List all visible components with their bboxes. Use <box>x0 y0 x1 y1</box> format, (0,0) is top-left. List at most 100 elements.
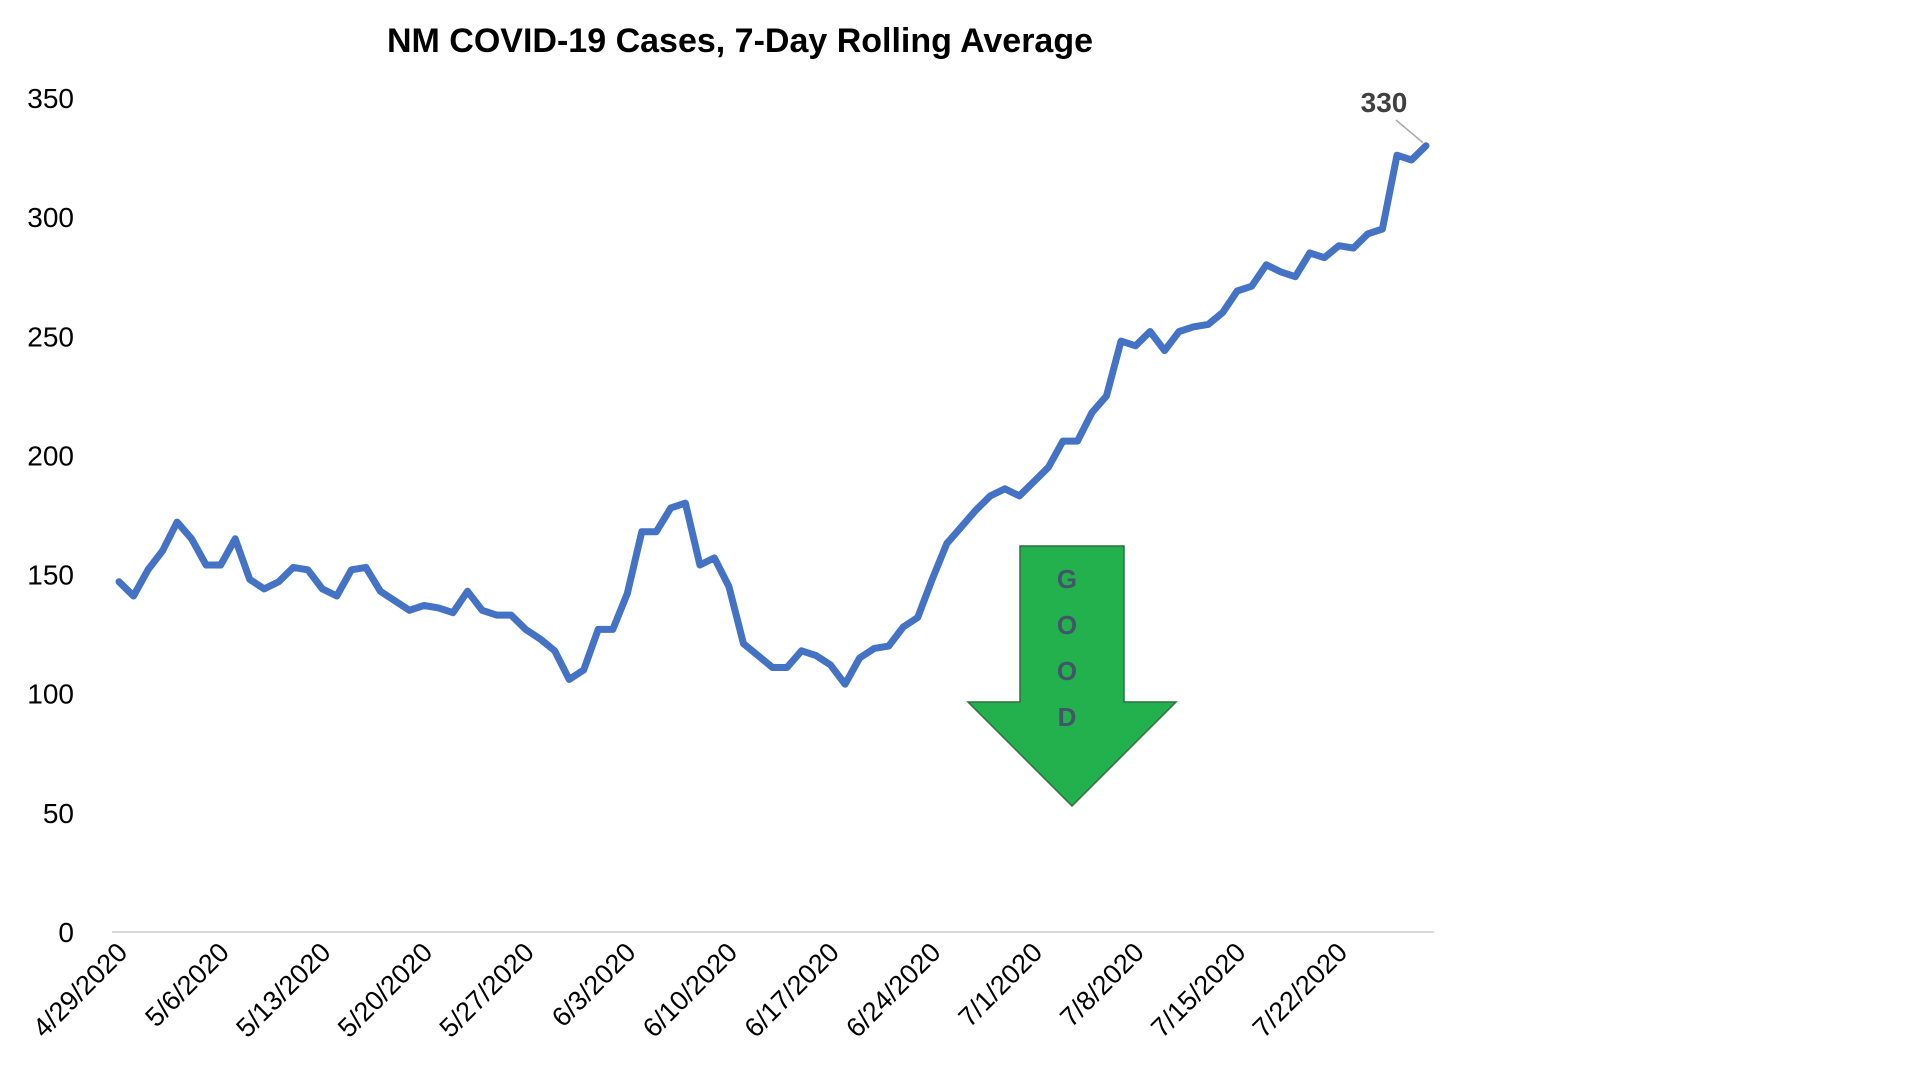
data-point <box>698 563 702 567</box>
x-tick-label: 6/17/2020 <box>739 937 845 1043</box>
data-point <box>233 537 237 541</box>
data-point <box>1163 349 1167 353</box>
data-point <box>1032 480 1036 484</box>
data-point <box>393 599 397 603</box>
data-point <box>1076 439 1079 443</box>
data-point <box>146 568 150 572</box>
data-point <box>175 520 179 524</box>
arrow-letter: G <box>1057 564 1077 594</box>
x-tick-label: 7/15/2020 <box>1145 937 1251 1043</box>
data-point <box>1119 339 1123 343</box>
data-point <box>901 625 905 629</box>
x-tick-label: 6/10/2020 <box>637 937 743 1043</box>
data-point <box>407 608 411 612</box>
callout-leader-line <box>1395 119 1424 144</box>
data-point <box>1380 227 1384 231</box>
data-point <box>219 563 223 567</box>
data-point <box>930 577 934 581</box>
data-point <box>1337 244 1341 248</box>
data-point <box>277 580 281 584</box>
y-tick-label: 250 <box>27 321 74 352</box>
data-point <box>654 530 658 534</box>
data-point <box>1046 465 1050 469</box>
data-point <box>1017 494 1021 498</box>
x-tick-label: 5/13/2020 <box>230 937 336 1043</box>
down-arrow-icon <box>966 545 1178 808</box>
data-point <box>1424 144 1428 148</box>
data-point <box>451 611 455 615</box>
data-point <box>1061 439 1065 443</box>
data-point <box>1003 487 1007 491</box>
data-point <box>974 508 978 512</box>
y-tick-label: 350 <box>27 83 74 114</box>
x-tick-label: 7/22/2020 <box>1247 937 1353 1043</box>
data-point <box>988 494 992 498</box>
y-tick-label: 0 <box>58 917 74 948</box>
data-point <box>800 649 803 653</box>
data-point <box>1206 322 1210 326</box>
data-point <box>611 627 615 631</box>
arrow-letter: O <box>1057 610 1077 640</box>
y-tick-label: 100 <box>27 679 74 710</box>
data-point <box>538 637 542 641</box>
data-point <box>480 608 484 612</box>
x-tick-label: 6/24/2020 <box>840 937 946 1043</box>
data-point <box>509 613 513 617</box>
data-point <box>190 537 194 541</box>
data-point <box>1293 275 1297 279</box>
data-point <box>1410 158 1413 162</box>
data-point <box>712 556 716 560</box>
data-point <box>887 644 891 648</box>
data-point <box>843 682 847 686</box>
data-label-last: 330 <box>1361 87 1408 118</box>
data-point <box>117 580 121 584</box>
data-point <box>437 606 440 610</box>
data-point <box>291 565 295 569</box>
x-tick-label: 5/20/2020 <box>332 937 438 1043</box>
data-point <box>335 594 339 598</box>
x-tick-label: 4/29/2020 <box>27 937 133 1043</box>
data-point <box>262 587 266 591</box>
data-point <box>683 501 687 505</box>
data-point <box>1264 263 1268 267</box>
chart-title: NM COVID-19 Cases, 7-Day Rolling Average <box>387 22 1093 60</box>
data-point <box>1308 251 1312 255</box>
data-point <box>1221 311 1225 314</box>
data-point <box>1395 153 1399 157</box>
data-point <box>742 642 745 646</box>
data-point <box>1279 270 1283 274</box>
data-point <box>1235 289 1239 293</box>
data-point <box>596 627 600 631</box>
data-point <box>872 646 876 650</box>
data-point <box>1105 394 1108 398</box>
data-point <box>320 587 324 591</box>
data-point <box>858 656 862 660</box>
data-point <box>916 616 920 619</box>
data-point <box>1177 330 1181 333</box>
x-tick-label: 6/3/2020 <box>546 937 642 1033</box>
data-point <box>495 613 499 617</box>
data-point <box>945 542 949 546</box>
data-point <box>1148 330 1152 333</box>
data-point <box>1322 256 1326 260</box>
y-tick-label: 300 <box>27 202 74 233</box>
data-point <box>132 594 135 598</box>
arrow-letter: O <box>1057 656 1077 686</box>
data-point <box>785 666 789 669</box>
data-point <box>1134 344 1138 348</box>
data-point <box>306 568 310 572</box>
data-point <box>378 589 382 593</box>
data-point <box>553 649 557 653</box>
data-point <box>248 577 252 581</box>
data-point <box>829 663 833 667</box>
data-point <box>1090 411 1094 414</box>
data-point <box>1351 246 1355 250</box>
data-point <box>959 525 963 529</box>
data-point <box>567 677 571 681</box>
data-point <box>524 627 528 631</box>
x-tick-label: 7/8/2020 <box>1054 937 1150 1033</box>
x-tick-label: 5/27/2020 <box>434 937 540 1043</box>
x-axis: 4/29/2020 5/6/20205/13/20205/20/20205/27/… <box>27 937 1353 1043</box>
y-tick-label: 200 <box>27 440 74 471</box>
